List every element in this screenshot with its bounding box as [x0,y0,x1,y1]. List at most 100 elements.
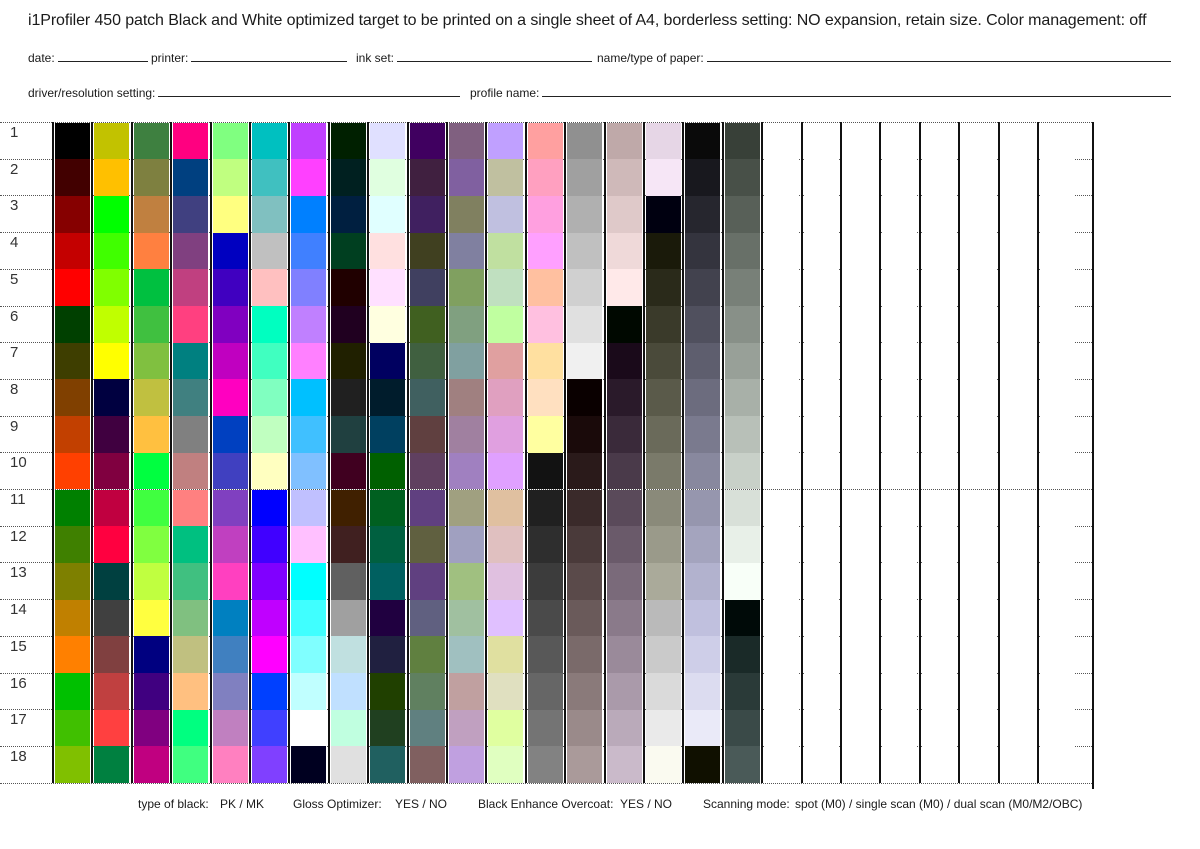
color-patch [212,562,248,600]
color-patch [212,636,248,673]
row-label: 18 [10,747,27,765]
color-patch [330,562,366,600]
color-patch [55,526,90,563]
color-patch [606,306,642,343]
color-patch [133,195,169,233]
color-patch [252,452,287,490]
color-patch [882,195,918,233]
color-patch [764,562,800,600]
color-patch [330,526,366,563]
color-patch [370,562,406,600]
color-patch [646,709,681,747]
color-patch [646,269,681,306]
ink-set-field[interactable]: ink set: [356,51,592,65]
color-patch [646,416,681,453]
color-patch [803,709,839,747]
color-patch [843,195,878,233]
color-patch [252,673,287,710]
paper-field[interactable]: name/type of paper: [597,51,1171,65]
color-patch [724,709,760,747]
color-patch [449,562,484,600]
color-patch [764,416,800,453]
color-patch [370,489,406,527]
color-patch [921,636,957,673]
color-patch [1040,342,1075,380]
color-patch [685,673,721,710]
printer-field[interactable]: printer: [151,51,347,65]
color-patch [803,746,839,784]
color-patch [488,526,524,563]
color-patch [212,526,248,563]
color-patch [173,746,209,784]
color-patch [449,636,484,673]
color-patch [803,269,839,306]
color-patch [1040,636,1075,673]
color-patch [409,489,445,527]
color-patch [94,269,130,306]
color-patch [370,673,406,710]
color-patch [646,195,681,233]
color-patch [646,746,681,784]
color-patch [606,673,642,710]
color-patch [921,159,957,196]
color-patch [1000,122,1036,160]
profile-field[interactable]: profile name: [470,86,1171,100]
color-patch [252,269,287,306]
color-patch [882,599,918,637]
color-patch [606,562,642,600]
color-patch [685,562,721,600]
color-patch [685,709,721,747]
color-patch [882,269,918,306]
color-patch [961,379,997,417]
color-patch [291,636,327,673]
color-patch [803,306,839,343]
color-patch [843,673,878,710]
color-patch [330,122,366,160]
color-patch [921,599,957,637]
date-field[interactable]: date: [28,51,148,65]
column-separator [288,122,291,783]
color-patch [803,195,839,233]
column-separator [52,122,54,783]
color-patch [409,232,445,270]
driver-field[interactable]: driver/resolution setting: [28,86,460,100]
color-patch [882,342,918,380]
color-patch [133,122,169,160]
color-patch [724,379,760,417]
column-separator [761,122,764,783]
color-patch [330,709,366,747]
color-patch [764,489,800,527]
color-patch [370,122,406,160]
color-patch [409,673,445,710]
color-patch [527,379,563,417]
color-patch [803,526,839,563]
color-patch [921,122,957,160]
color-patch [646,526,681,563]
color-patch [527,159,563,196]
color-patch [882,122,918,160]
color-patch [1000,159,1036,196]
color-patch [1000,599,1036,637]
color-patch [724,306,760,343]
column-separator [918,122,921,783]
color-patch [94,489,130,527]
color-patch [449,489,484,527]
color-patch [449,416,484,453]
color-patch [291,526,327,563]
color-patch [409,452,445,490]
color-patch [843,159,878,196]
color-patch [567,526,603,563]
color-patch [1040,562,1075,600]
color-patch [961,416,997,453]
color-patch [409,159,445,196]
color-patch [370,232,406,270]
color-patch [527,232,563,270]
color-patch [291,232,327,270]
color-patch [55,342,90,380]
color-patch [173,416,209,453]
color-patch [449,599,484,637]
color-patch [173,342,209,380]
color-patch [803,342,839,380]
color-patch [252,746,287,784]
color-patch [133,416,169,453]
